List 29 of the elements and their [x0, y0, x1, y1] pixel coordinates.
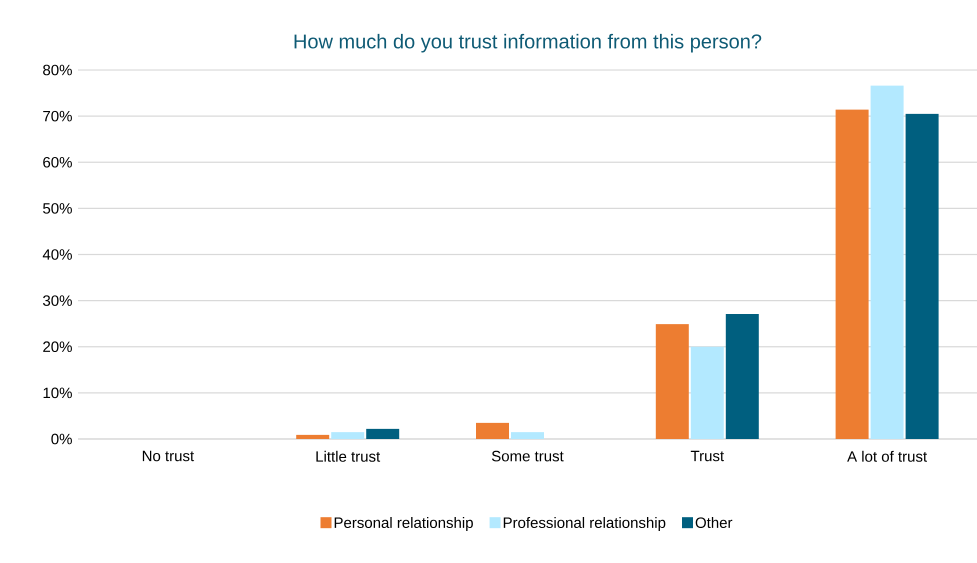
bar	[726, 314, 759, 439]
x-tick-label: Little trust	[316, 450, 380, 462]
x-tick-label: No trust	[142, 450, 194, 462]
y-tick-label: 40%	[42, 249, 72, 260]
bar	[296, 434, 330, 439]
x-tick-label: Some trust	[492, 450, 564, 462]
y-tick-label: 20%	[43, 341, 72, 352]
legend-label: Professional relationship	[504, 517, 666, 531]
bar	[906, 114, 939, 439]
y-tick-label: 50%	[43, 203, 72, 214]
bar	[366, 428, 400, 439]
x-tick-label: A lot of trust	[847, 450, 928, 462]
legend-label: Personal relationship	[334, 517, 473, 531]
bar	[511, 432, 544, 439]
y-tick-label: 70%	[43, 110, 72, 122]
y-tick-label: 10%	[44, 388, 72, 398]
bar	[690, 346, 724, 439]
chart-title: How much do you trust information from this person?	[294, 34, 762, 52]
bar	[656, 324, 689, 439]
legend-label: Other	[696, 517, 732, 528]
bar	[836, 110, 869, 439]
y-tick-label: 0%	[51, 434, 72, 444]
bar	[331, 432, 364, 439]
x-tick-label: Trust	[690, 450, 724, 462]
bar	[870, 86, 904, 439]
bar	[476, 422, 510, 439]
y-tick-label: 60%	[43, 156, 72, 168]
y-tick-label: 80%	[43, 64, 72, 76]
y-tick-label: 30%	[43, 295, 72, 306]
